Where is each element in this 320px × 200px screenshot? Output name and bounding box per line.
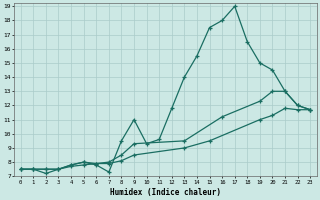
X-axis label: Humidex (Indice chaleur): Humidex (Indice chaleur) (110, 188, 221, 197)
